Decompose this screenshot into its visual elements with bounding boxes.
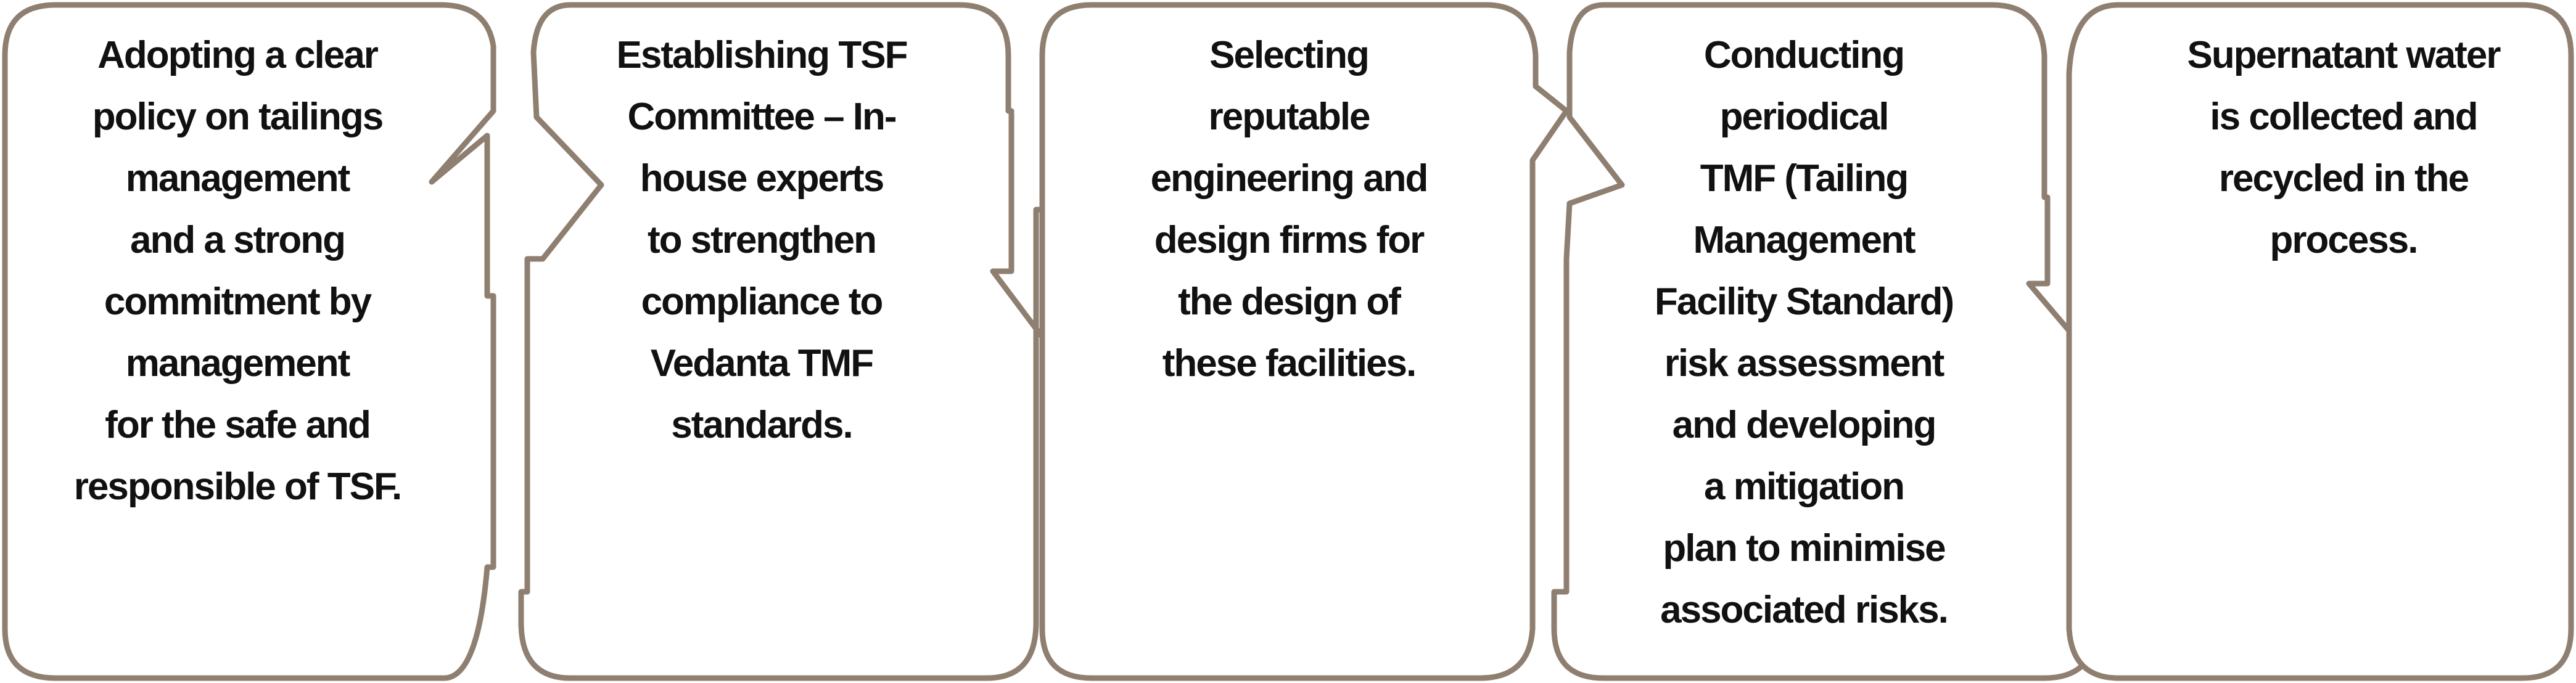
step-4-line: TMF (Tailing <box>1700 157 1907 200</box>
step-box-1 <box>2 2 496 681</box>
step-1-line: policy on tailings <box>93 96 382 138</box>
step-box-3 <box>1039 2 1570 681</box>
step-4-line: risk assessment <box>1665 342 1944 385</box>
step-3-line: reputable <box>1208 96 1370 138</box>
step-2-line: Vedanta TMF <box>651 342 873 385</box>
step-4-line: periodical <box>1720 96 1888 138</box>
step-1-line: responsible of TSF. <box>74 465 401 508</box>
step-text-2: Establishing TSF Committee – In- house e… <box>617 34 908 446</box>
step-4-line: plan to minimise <box>1663 527 1945 570</box>
step-2-line: Establishing TSF <box>617 34 907 76</box>
step-1-line: and a strong <box>130 219 345 261</box>
step-text-4: Conducting periodical TMF (Tailing Manag… <box>1655 34 1954 631</box>
step-4-line: and developing <box>1673 404 1936 446</box>
step-2-line: to strengthen <box>648 219 876 261</box>
step-4-line: associated risks. <box>1660 589 1948 631</box>
step-3-line: the design of <box>1178 280 1401 323</box>
step-box-4 <box>1551 2 2128 681</box>
step-5-line: is collected and <box>2210 96 2477 138</box>
step-text-3: Selecting reputable engineering and desi… <box>1151 34 1429 385</box>
step-4-line: Conducting <box>1704 34 1904 76</box>
step-2-line: standards. <box>671 404 852 446</box>
step-1-line: management <box>126 157 350 200</box>
step-1-line: commitment by <box>104 280 372 323</box>
step-4-line: a mitigation <box>1704 465 1904 508</box>
step-box-2 <box>518 2 1101 681</box>
step-text-1: Adopting a clear policy on tailings mana… <box>74 34 402 508</box>
step-1-line: Adopting a clear <box>97 34 379 76</box>
step-text-5: Supernatant water is collected and recyc… <box>2187 34 2503 261</box>
step-box-5 <box>2066 2 2574 681</box>
step-3-line: these facilities. <box>1162 342 1416 385</box>
step-5-line: process. <box>2269 219 2417 261</box>
step-1-line: for the safe and <box>105 404 370 446</box>
step-4-line: Facility Standard) <box>1655 280 1953 323</box>
step-2-line: house experts <box>640 157 883 200</box>
step-3-line: engineering and <box>1151 157 1428 200</box>
step-3-line: design firms for <box>1154 219 1425 261</box>
step-5-line: Supernatant water <box>2187 34 2501 76</box>
step-4-line: Management <box>1693 219 1916 261</box>
step-2-line: compliance to <box>641 280 883 323</box>
step-3-line: Selecting <box>1209 34 1368 76</box>
step-5-line: recycled in the <box>2219 157 2469 200</box>
step-2-line: Committee – In- <box>627 96 895 138</box>
step-1-line: management <box>126 342 350 385</box>
